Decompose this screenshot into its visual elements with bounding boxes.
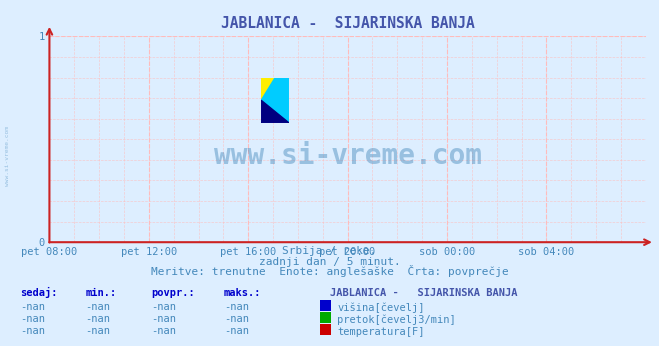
Text: -nan: -nan <box>20 326 45 336</box>
Text: -nan: -nan <box>224 302 249 312</box>
Text: -nan: -nan <box>224 314 249 324</box>
Text: temperatura[F]: temperatura[F] <box>337 327 425 337</box>
Text: maks.:: maks.: <box>224 288 262 298</box>
Polygon shape <box>261 100 289 123</box>
Text: -nan: -nan <box>152 314 177 324</box>
Text: JABLANICA -   SIJARINSKA BANJA: JABLANICA - SIJARINSKA BANJA <box>330 288 517 298</box>
Text: -nan: -nan <box>20 314 45 324</box>
Text: -nan: -nan <box>152 302 177 312</box>
Text: Srbija / reke.: Srbija / reke. <box>282 246 377 256</box>
Text: min.:: min.: <box>86 288 117 298</box>
Text: -nan: -nan <box>20 302 45 312</box>
Text: višina[čevelj]: višina[čevelj] <box>337 303 425 313</box>
Polygon shape <box>261 78 289 123</box>
Polygon shape <box>261 78 275 100</box>
Text: -nan: -nan <box>86 314 111 324</box>
Text: -nan: -nan <box>152 326 177 336</box>
Text: -nan: -nan <box>86 326 111 336</box>
Text: www.si-vreme.com: www.si-vreme.com <box>214 142 482 170</box>
Text: -nan: -nan <box>86 302 111 312</box>
Text: www.si-vreme.com: www.si-vreme.com <box>5 126 11 186</box>
Text: zadnji dan / 5 minut.: zadnji dan / 5 minut. <box>258 257 401 267</box>
Text: sedaj:: sedaj: <box>20 287 57 298</box>
Text: -nan: -nan <box>224 326 249 336</box>
Text: Meritve: trenutne  Enote: anglešaške  Črta: povprečje: Meritve: trenutne Enote: anglešaške Črta… <box>151 265 508 277</box>
Text: pretok[čevelj3/min]: pretok[čevelj3/min] <box>337 315 456 325</box>
Text: povpr.:: povpr.: <box>152 288 195 298</box>
Title: JABLANICA -  SIJARINSKA BANJA: JABLANICA - SIJARINSKA BANJA <box>221 16 474 31</box>
